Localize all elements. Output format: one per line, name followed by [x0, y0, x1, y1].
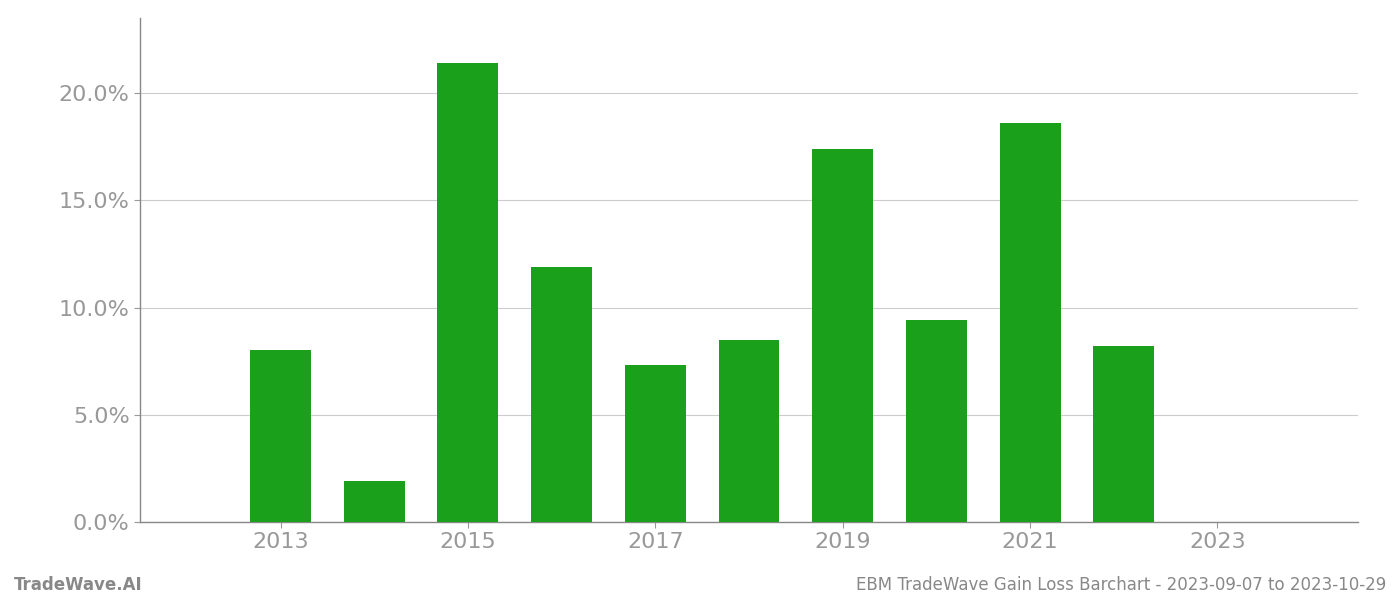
Bar: [624, 365, 686, 522]
Bar: [531, 267, 592, 522]
Bar: [906, 320, 967, 522]
Text: EBM TradeWave Gain Loss Barchart - 2023-09-07 to 2023-10-29: EBM TradeWave Gain Loss Barchart - 2023-…: [855, 576, 1386, 594]
Bar: [812, 149, 874, 522]
Bar: [1000, 123, 1061, 522]
Text: TradeWave.AI: TradeWave.AI: [14, 576, 143, 594]
Bar: [1093, 346, 1154, 522]
Bar: [344, 481, 405, 522]
Bar: [437, 63, 498, 522]
Bar: [718, 340, 780, 522]
Bar: [251, 350, 311, 522]
